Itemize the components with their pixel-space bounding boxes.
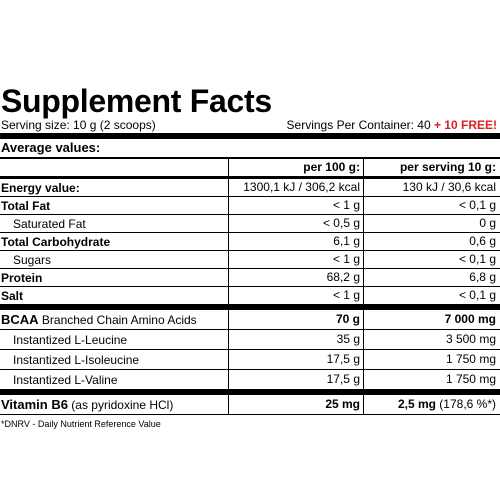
row-per100: 17,5 g xyxy=(228,350,363,369)
row-label: BCAA xyxy=(1,312,39,327)
divider-thick xyxy=(0,389,500,395)
row-per100: 25 mg xyxy=(228,395,363,414)
row-protein: Protein 68,2 g 6,8 g xyxy=(0,269,500,287)
row-leucine: Instantized L-Leucine 35 g 3 500 mg xyxy=(0,330,500,350)
servings-count: Servings Per Container: 40 xyxy=(286,118,431,132)
supplement-facts-panel: Supplement Facts Serving size: 10 g (2 s… xyxy=(0,84,500,429)
row-label: Salt xyxy=(1,288,24,303)
row-label: Protein xyxy=(1,270,43,285)
row-bcaa: BCAA Branched Chain Amino Acids 70 g 7 0… xyxy=(0,310,500,330)
footnote: *DNRV - Daily Nutrient Reference Value xyxy=(1,419,161,429)
row-per100: 17,5 g xyxy=(228,370,363,389)
row-per-serving: 1 750 mg xyxy=(363,370,500,389)
row-per100: 6,1 g xyxy=(228,233,363,250)
row-total-fat: Total Fat < 1 g < 0,1 g xyxy=(0,197,500,215)
row-per-serving: < 0,1 g xyxy=(363,251,500,268)
row-per-serving: 7 000 mg xyxy=(363,310,500,329)
row-drv-percent: (178,6 %*) xyxy=(439,397,496,411)
row-per-serving: < 0,1 g xyxy=(363,287,500,304)
row-salt: Salt < 1 g < 0,1 g xyxy=(0,287,500,304)
row-per100: 1300,1 kJ / 306,2 kcal xyxy=(228,179,363,196)
row-energy: Energy value: 1300,1 kJ / 306,2 kcal 130… xyxy=(0,179,500,197)
row-per-serving-cell: 2,5 mg (178,6 %*) xyxy=(363,395,500,414)
row-per-serving: 0,6 g xyxy=(363,233,500,250)
serving-info: Serving size: 10 g (2 scoops) Servings P… xyxy=(0,118,500,133)
row-valine: Instantized L-Valine 17,5 g 1 750 mg xyxy=(0,370,500,389)
row-per100: 70 g xyxy=(228,310,363,329)
row-label: Instantized L-Leucine xyxy=(13,332,128,347)
row-label: Instantized L-Valine xyxy=(13,372,118,387)
row-label: Instantized L-Isoleucine xyxy=(13,352,140,367)
row-per-serving: 2,5 mg xyxy=(397,397,436,411)
row-per-serving: < 0,1 g xyxy=(363,197,500,214)
col-header-per-serving: per serving 10 g: xyxy=(363,159,500,176)
row-sugars: Sugars < 1 g < 0,1 g xyxy=(0,251,500,269)
row-per100: < 1 g xyxy=(228,251,363,268)
row-per100: 68,2 g xyxy=(228,269,363,286)
servings-per-container: Servings Per Container: 40 + 10 FREE! xyxy=(287,118,497,133)
divider-thick xyxy=(0,304,500,310)
row-per-serving: 0 g xyxy=(363,215,500,232)
row-sublabel: (as pyridoxine HCl) xyxy=(71,398,174,412)
row-per-serving: 6,8 g xyxy=(363,269,500,286)
row-label: Energy value: xyxy=(1,180,80,195)
row-per100: < 0,5 g xyxy=(228,215,363,232)
row-per-serving: 130 kJ / 30,6 kcal xyxy=(363,179,500,196)
divider xyxy=(0,177,500,179)
row-sublabel: Branched Chain Amino Acids xyxy=(41,313,197,327)
col-header-per100: per 100 g: xyxy=(228,159,363,176)
row-label: Total Carbohydrate xyxy=(1,234,111,249)
row-label: Total Fat xyxy=(1,198,51,213)
row-total-carbohydrate: Total Carbohydrate 6,1 g 0,6 g xyxy=(0,233,500,251)
average-values-heading: Average values: xyxy=(1,140,101,155)
column-header-row: per 100 g: per serving 10 g: xyxy=(0,159,500,177)
panel-title: Supplement Facts xyxy=(1,83,272,119)
row-per100: < 1 g xyxy=(228,197,363,214)
row-per-serving: 3 500 mg xyxy=(363,330,500,349)
row-label: Sugars xyxy=(13,252,52,267)
row-isoleucine: Instantized L-Isoleucine 17,5 g 1 750 mg xyxy=(0,350,500,370)
row-per-serving: 1 750 mg xyxy=(363,350,500,369)
serving-size: Serving size: 10 g (2 scoops) xyxy=(1,118,156,132)
divider-thick xyxy=(0,133,500,139)
row-vitamin-b6: Vitamin B6 (as pyridoxine HCl) 25 mg 2,5… xyxy=(0,395,500,415)
divider xyxy=(0,157,500,159)
row-label: Vitamin B6 xyxy=(1,397,68,412)
row-saturated-fat: Saturated Fat < 0,5 g 0 g xyxy=(0,215,500,233)
free-bonus: + 10 FREE! xyxy=(433,118,497,132)
row-label: Saturated Fat xyxy=(13,216,86,231)
row-per100: < 1 g xyxy=(228,287,363,304)
row-per100: 35 g xyxy=(228,330,363,349)
